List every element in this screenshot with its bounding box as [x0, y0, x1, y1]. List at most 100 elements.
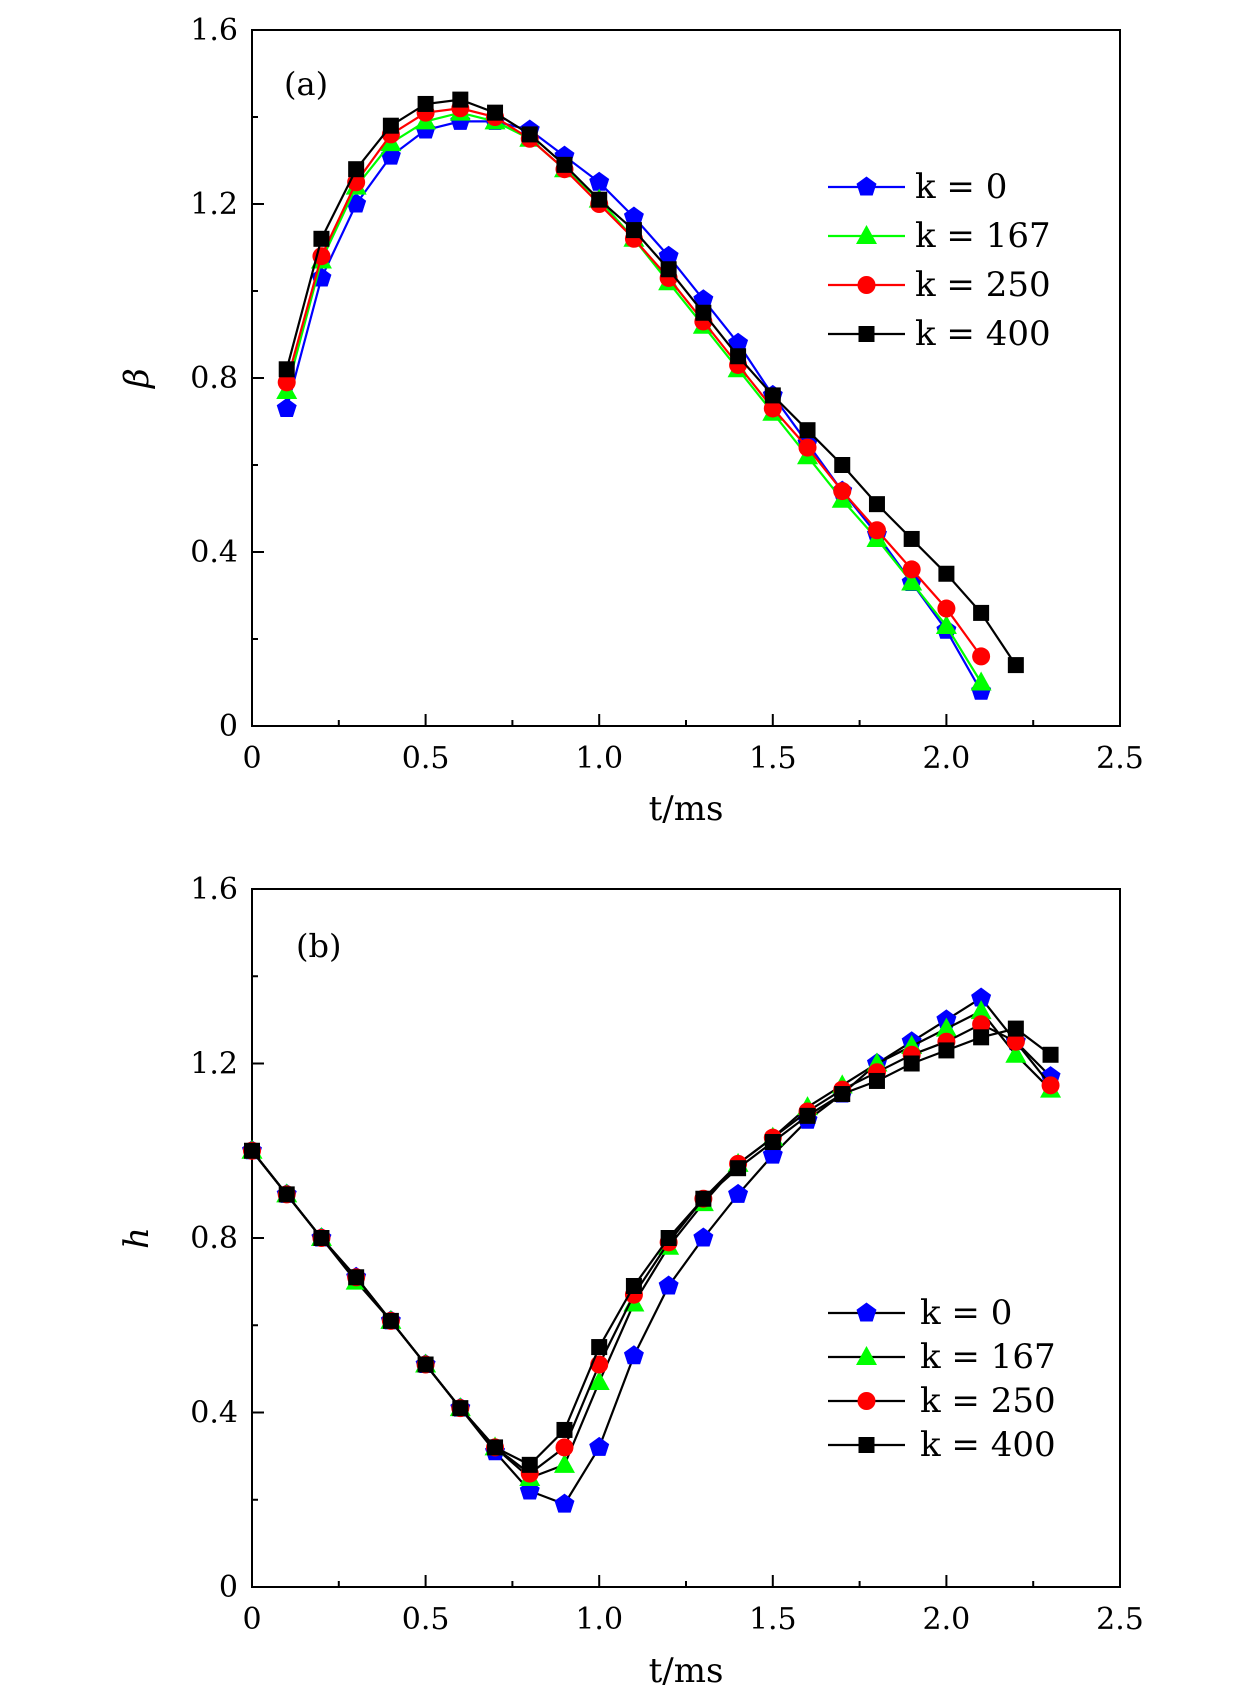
legend-entry: k = 400 — [828, 314, 1051, 354]
y-tick-label: 0.8 — [190, 361, 238, 396]
legend-label: k = 167 — [915, 216, 1051, 256]
data-point — [487, 1439, 504, 1456]
data-point — [764, 387, 781, 404]
data-point — [589, 1436, 610, 1456]
data-point — [728, 332, 749, 352]
data-point — [660, 1230, 677, 1246]
data-point — [799, 422, 816, 439]
data-point — [868, 496, 885, 513]
legend-label: k = 400 — [920, 1425, 1056, 1465]
data-point — [799, 1107, 816, 1124]
series-2 — [277, 99, 991, 666]
y-tick-label: 0 — [219, 1570, 238, 1605]
legend-marker — [858, 326, 875, 342]
data-point — [972, 1015, 991, 1034]
x-tick-label: 2.0 — [923, 741, 971, 776]
data-point — [834, 1086, 851, 1103]
data-point — [970, 671, 992, 691]
data-point — [763, 399, 782, 418]
data-point — [973, 1029, 990, 1046]
data-point — [521, 1456, 538, 1473]
data-point — [625, 1277, 642, 1294]
legend-entry: k = 0 — [828, 1293, 1012, 1333]
x-tick-label: 2.5 — [1096, 1602, 1144, 1637]
data-point — [417, 1356, 434, 1373]
y-tick-label: 1.6 — [190, 13, 238, 48]
y-tick-label: 1.6 — [190, 872, 238, 907]
x-tick-label: 1.0 — [575, 1602, 623, 1637]
legend-label: k = 250 — [920, 1381, 1056, 1421]
panel-label: (b) — [296, 927, 341, 965]
data-point — [970, 1000, 992, 1020]
data-point — [903, 1055, 920, 1072]
data-point — [1006, 1032, 1025, 1051]
data-point — [972, 647, 991, 666]
data-point — [278, 361, 295, 378]
series-3 — [244, 1020, 1059, 1473]
panel-b: 0 0.5 1.0 1.5 2.0 2.5 0 0.4 0.8 1.2 1.6 t/ms h (b) k =… — [117, 872, 1144, 1691]
series-1 — [276, 101, 992, 691]
data-point — [764, 1134, 781, 1151]
panel-label: (a) — [284, 65, 328, 103]
legend-entry: k = 250 — [828, 1381, 1056, 1421]
data-point — [935, 1017, 957, 1037]
data-point — [901, 571, 923, 591]
data-point — [730, 348, 747, 365]
x-tick-label: 0.5 — [402, 741, 450, 776]
data-point — [867, 521, 886, 540]
legend-marker — [858, 1437, 875, 1453]
data-point — [730, 1160, 747, 1177]
data-point — [1007, 657, 1024, 674]
y-axis-label: β — [117, 368, 157, 390]
y-tick-label: 0.8 — [190, 1221, 238, 1256]
data-point — [417, 95, 434, 112]
x-axis-label: t/ms — [649, 789, 724, 829]
y-tick-label: 1.2 — [190, 1047, 238, 1082]
x-tick-label: 2.5 — [1096, 741, 1144, 776]
data-point — [868, 1072, 885, 1089]
y-tick-label: 0 — [219, 709, 238, 744]
data-point — [591, 1339, 608, 1356]
data-point — [834, 457, 851, 473]
legend-entry: k = 0 — [828, 167, 1007, 207]
y-axis-label: h — [117, 1227, 157, 1249]
legend-marker — [856, 225, 877, 244]
data-point — [937, 599, 956, 618]
data-point — [903, 530, 920, 547]
data-point — [623, 1345, 644, 1365]
data-point — [589, 171, 610, 191]
data-point — [382, 117, 399, 134]
x-tick-label: 2.0 — [923, 1602, 971, 1637]
legend-marker — [856, 1302, 877, 1322]
data-point — [833, 482, 852, 501]
series-line — [285, 111, 983, 684]
data-point — [971, 987, 992, 1007]
data-point — [695, 304, 712, 321]
data-point — [798, 438, 817, 457]
data-point — [348, 161, 365, 178]
data-point — [555, 1438, 574, 1457]
legend-marker — [856, 1346, 877, 1365]
data-point — [553, 1453, 575, 1473]
data-point — [1041, 1076, 1060, 1095]
x-tick-label: 0.5 — [402, 1602, 450, 1637]
series-3 — [278, 91, 1024, 674]
y-tick-label: 0.4 — [190, 535, 238, 570]
data-point — [348, 1269, 365, 1286]
data-point — [244, 1142, 260, 1159]
data-point — [554, 1493, 575, 1513]
y-tick-label: 1.2 — [190, 187, 238, 222]
data-point — [452, 1400, 469, 1417]
plot-frame — [251, 888, 1121, 1588]
x-axis-label: t/ms — [649, 1651, 724, 1691]
legend-entry: k = 167 — [828, 1337, 1056, 1377]
data-point — [658, 1275, 679, 1295]
series-line — [285, 107, 982, 658]
data-point — [452, 91, 469, 108]
data-point — [658, 245, 679, 265]
x-tick-label: 1.5 — [749, 1602, 797, 1637]
data-point — [728, 1183, 749, 1203]
data-point — [591, 191, 608, 208]
